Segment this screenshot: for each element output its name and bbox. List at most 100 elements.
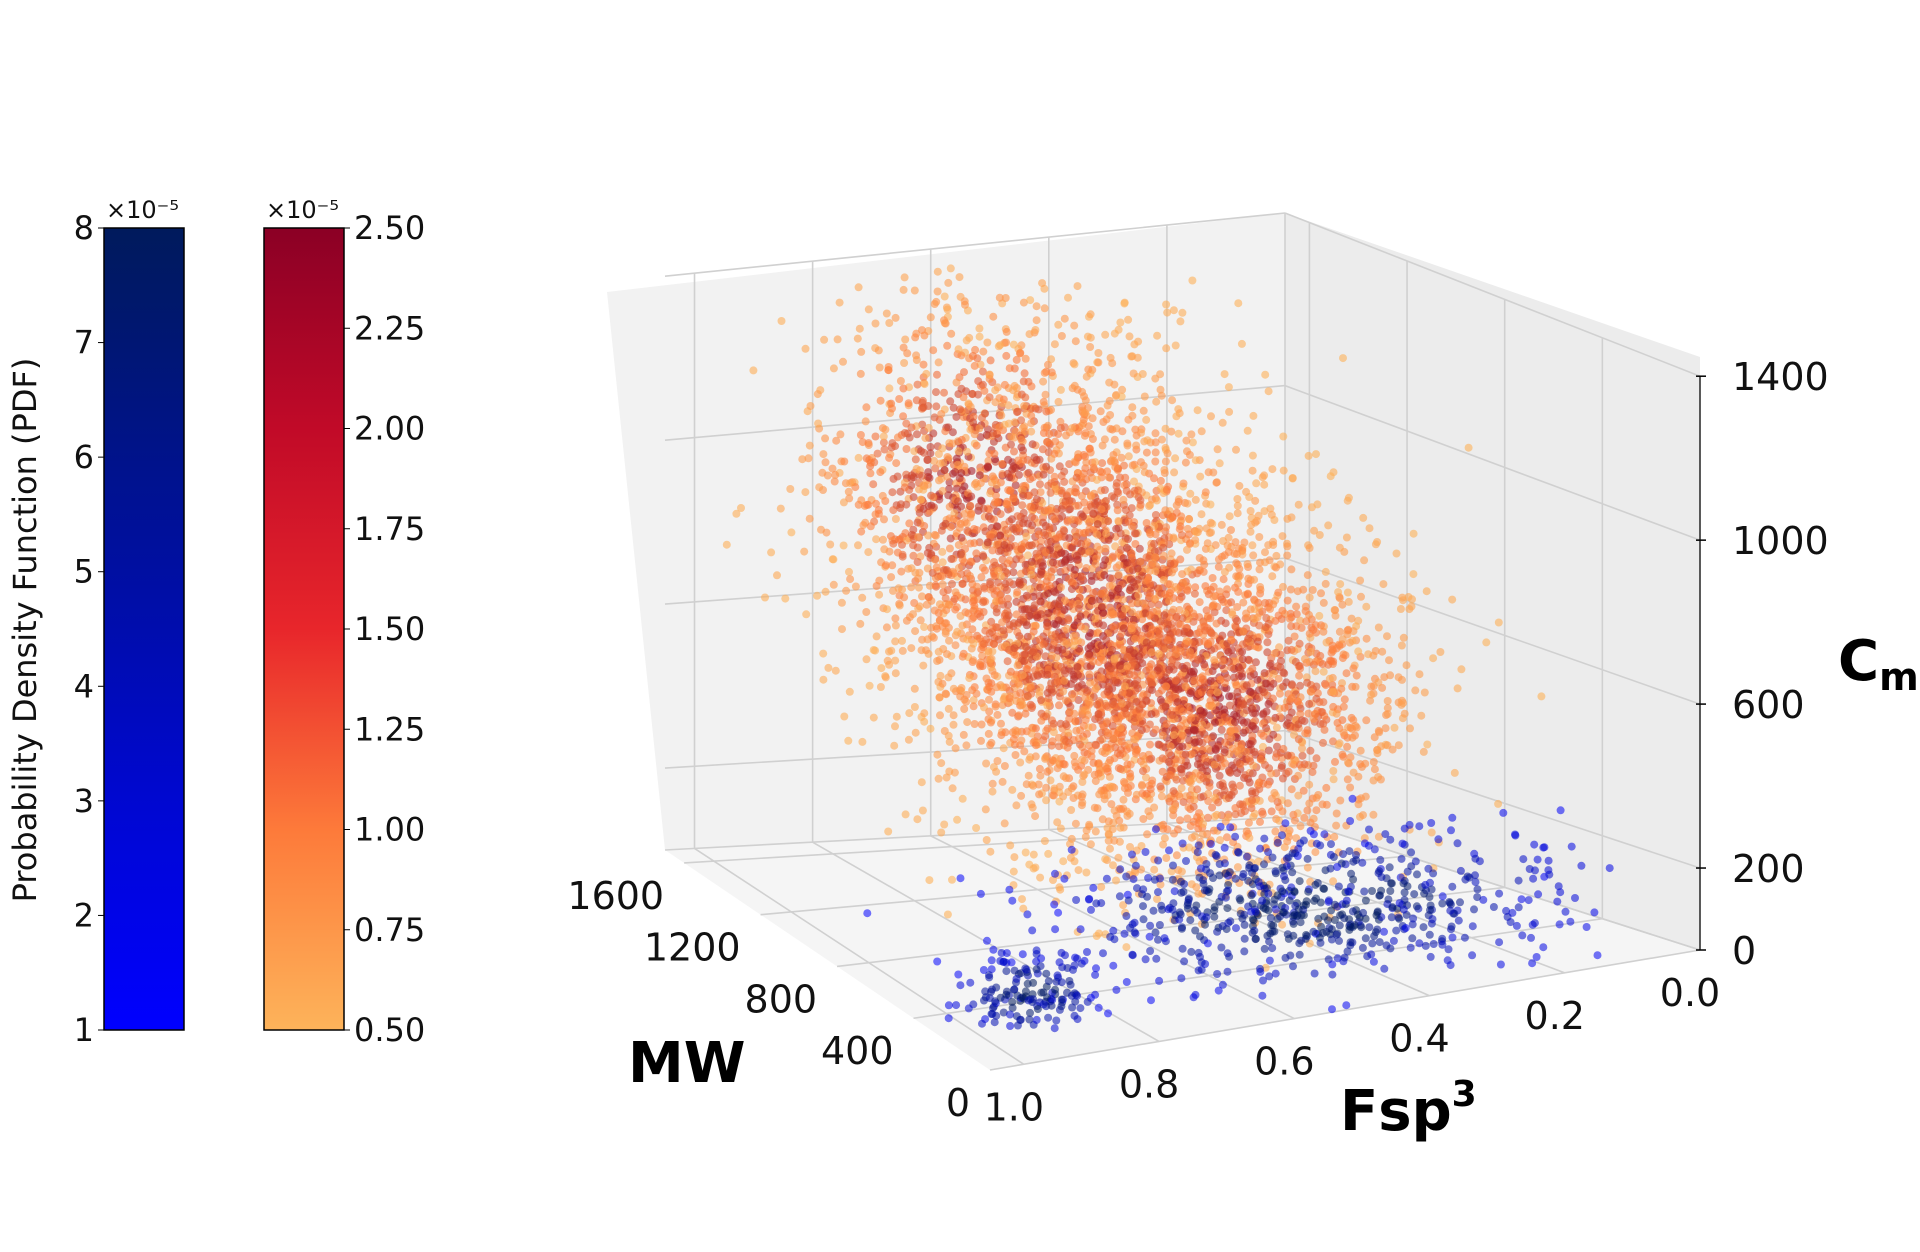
data-point: [1319, 738, 1327, 747]
data-point: [980, 703, 988, 712]
data-point: [853, 334, 862, 343]
data-point: [1090, 770, 1099, 779]
data-point: [1033, 670, 1042, 679]
data-point: [1010, 364, 1019, 373]
data-point: [1035, 687, 1044, 696]
data-point: [1247, 513, 1256, 522]
data-point: [1303, 726, 1312, 735]
data-point: [1166, 742, 1175, 751]
data-point: [924, 423, 933, 432]
data-point: [1298, 751, 1307, 760]
data-point: [893, 472, 902, 481]
data-point: [884, 363, 893, 371]
data-point: [952, 412, 961, 421]
data-point: [1324, 521, 1333, 530]
data-point: [1037, 696, 1046, 705]
data-point: [1167, 549, 1176, 558]
data-point: [1130, 671, 1139, 680]
data-point: [954, 497, 962, 506]
data-point: [1150, 594, 1159, 603]
data-point: [1128, 566, 1137, 575]
data-point: [1097, 505, 1106, 514]
data-point: [821, 434, 830, 443]
data-point: [1246, 757, 1255, 766]
data-point: [889, 539, 898, 548]
data-point: [805, 441, 814, 450]
data-point: [897, 567, 906, 576]
data-point: [900, 273, 909, 282]
data-point: [1213, 445, 1222, 454]
data-point: [962, 697, 971, 706]
data-point: [1118, 385, 1127, 394]
data-point: [1237, 339, 1246, 348]
data-point: [1138, 781, 1146, 790]
data-point: [1206, 677, 1215, 685]
data-point: [1160, 834, 1169, 843]
data-point: [1239, 627, 1248, 636]
data-point: [1032, 316, 1041, 325]
data-point: [1049, 719, 1058, 728]
data-point: [988, 787, 997, 796]
data-point: [1223, 541, 1232, 550]
data-point: [826, 540, 835, 549]
data-point: [1360, 556, 1369, 565]
data-point: [1287, 645, 1296, 654]
data-point: [932, 563, 941, 572]
data-point: [918, 806, 927, 815]
data-point: [1218, 418, 1227, 427]
data-point: [1060, 477, 1069, 486]
data-point: [910, 684, 919, 693]
data-point: [1099, 648, 1108, 657]
data-point: [1103, 687, 1112, 696]
data-point: [1076, 612, 1085, 621]
data-point: [924, 531, 933, 540]
data-point: [861, 417, 870, 426]
data-point: [1007, 440, 1015, 449]
data-point: [902, 445, 911, 453]
data-point: [1162, 854, 1171, 862]
data-point: [931, 581, 940, 590]
data-point: [1245, 833, 1254, 842]
data-point: [888, 488, 897, 497]
data-point: [1014, 711, 1023, 720]
data-point: [1074, 604, 1083, 613]
data-point: [1047, 741, 1056, 750]
grid-wall-z-right: [1284, 729, 1701, 869]
data-point: [1210, 656, 1219, 665]
data-point: [933, 370, 941, 379]
data-point: [1289, 810, 1298, 819]
data-point: [1354, 647, 1363, 656]
data-point: [901, 335, 910, 344]
data-point: [1001, 294, 1010, 302]
data-point: [958, 579, 967, 588]
data-point: [1357, 592, 1365, 601]
data-point: [1305, 799, 1314, 808]
data-point: [804, 454, 813, 463]
data-point: [1058, 489, 1066, 498]
data-point: [942, 773, 951, 782]
data-point: [1109, 610, 1118, 619]
data-point: [1107, 800, 1116, 809]
data-point: [1062, 737, 1070, 746]
data-point: [997, 719, 1005, 728]
data-point: [1036, 771, 1045, 780]
data-point: [1309, 761, 1318, 770]
data-point: [972, 689, 981, 698]
data-point: [1151, 511, 1160, 519]
data-point: [814, 419, 823, 428]
data-point: [900, 429, 909, 437]
data-point: [1369, 758, 1378, 766]
data-point: [968, 352, 977, 360]
data-point: [884, 827, 893, 836]
data-point: [1190, 589, 1199, 598]
data-point: [813, 390, 822, 399]
data-point: [1086, 430, 1095, 438]
data-point: [963, 635, 972, 644]
data-point: [997, 411, 1006, 420]
data-point: [1126, 772, 1135, 781]
data-point: [891, 313, 900, 322]
data-point: [1175, 792, 1184, 801]
data-point: [938, 580, 947, 589]
data-point: [943, 910, 952, 919]
data-point: [1283, 542, 1292, 551]
